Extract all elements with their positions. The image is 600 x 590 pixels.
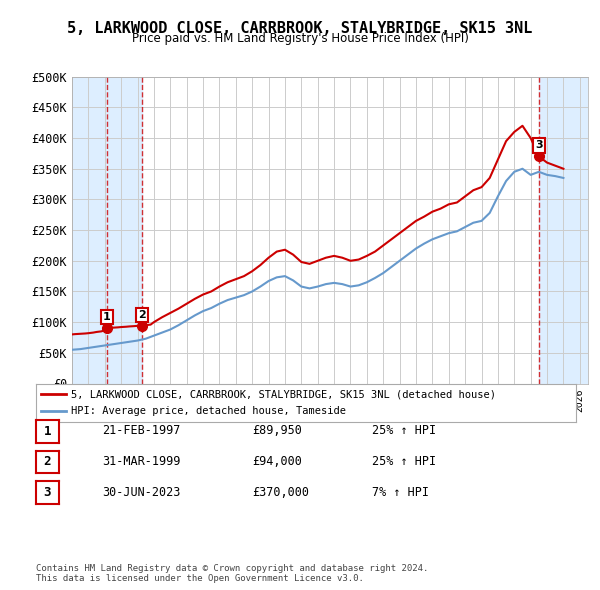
Text: Contains HM Land Registry data © Crown copyright and database right 2024.
This d: Contains HM Land Registry data © Crown c…: [36, 563, 428, 583]
Text: 3: 3: [535, 140, 542, 150]
Text: 25% ↑ HPI: 25% ↑ HPI: [372, 424, 436, 437]
Text: £89,950: £89,950: [252, 424, 302, 437]
Text: 1: 1: [103, 312, 111, 322]
Text: 31-MAR-1999: 31-MAR-1999: [102, 455, 181, 468]
Text: 25% ↑ HPI: 25% ↑ HPI: [372, 455, 436, 468]
Text: 5, LARKWOOD CLOSE, CARRBROOK, STALYBRIDGE, SK15 3NL: 5, LARKWOOD CLOSE, CARRBROOK, STALYBRIDG…: [67, 21, 533, 35]
Text: Price paid vs. HM Land Registry's House Price Index (HPI): Price paid vs. HM Land Registry's House …: [131, 32, 469, 45]
Text: 2: 2: [44, 455, 51, 468]
Bar: [72, 77, 142, 384]
Text: 5, LARKWOOD CLOSE, CARRBROOK, STALYBRIDGE, SK15 3NL (detached house): 5, LARKWOOD CLOSE, CARRBROOK, STALYBRIDG…: [71, 389, 496, 399]
Bar: [539, 77, 588, 384]
Text: £370,000: £370,000: [252, 486, 309, 499]
Text: 7% ↑ HPI: 7% ↑ HPI: [372, 486, 429, 499]
Text: 30-JUN-2023: 30-JUN-2023: [102, 486, 181, 499]
Text: 1: 1: [44, 425, 51, 438]
Text: £94,000: £94,000: [252, 455, 302, 468]
Text: 2: 2: [138, 310, 145, 320]
Text: HPI: Average price, detached house, Tameside: HPI: Average price, detached house, Tame…: [71, 406, 346, 416]
Text: 21-FEB-1997: 21-FEB-1997: [102, 424, 181, 437]
Text: 3: 3: [44, 486, 51, 499]
